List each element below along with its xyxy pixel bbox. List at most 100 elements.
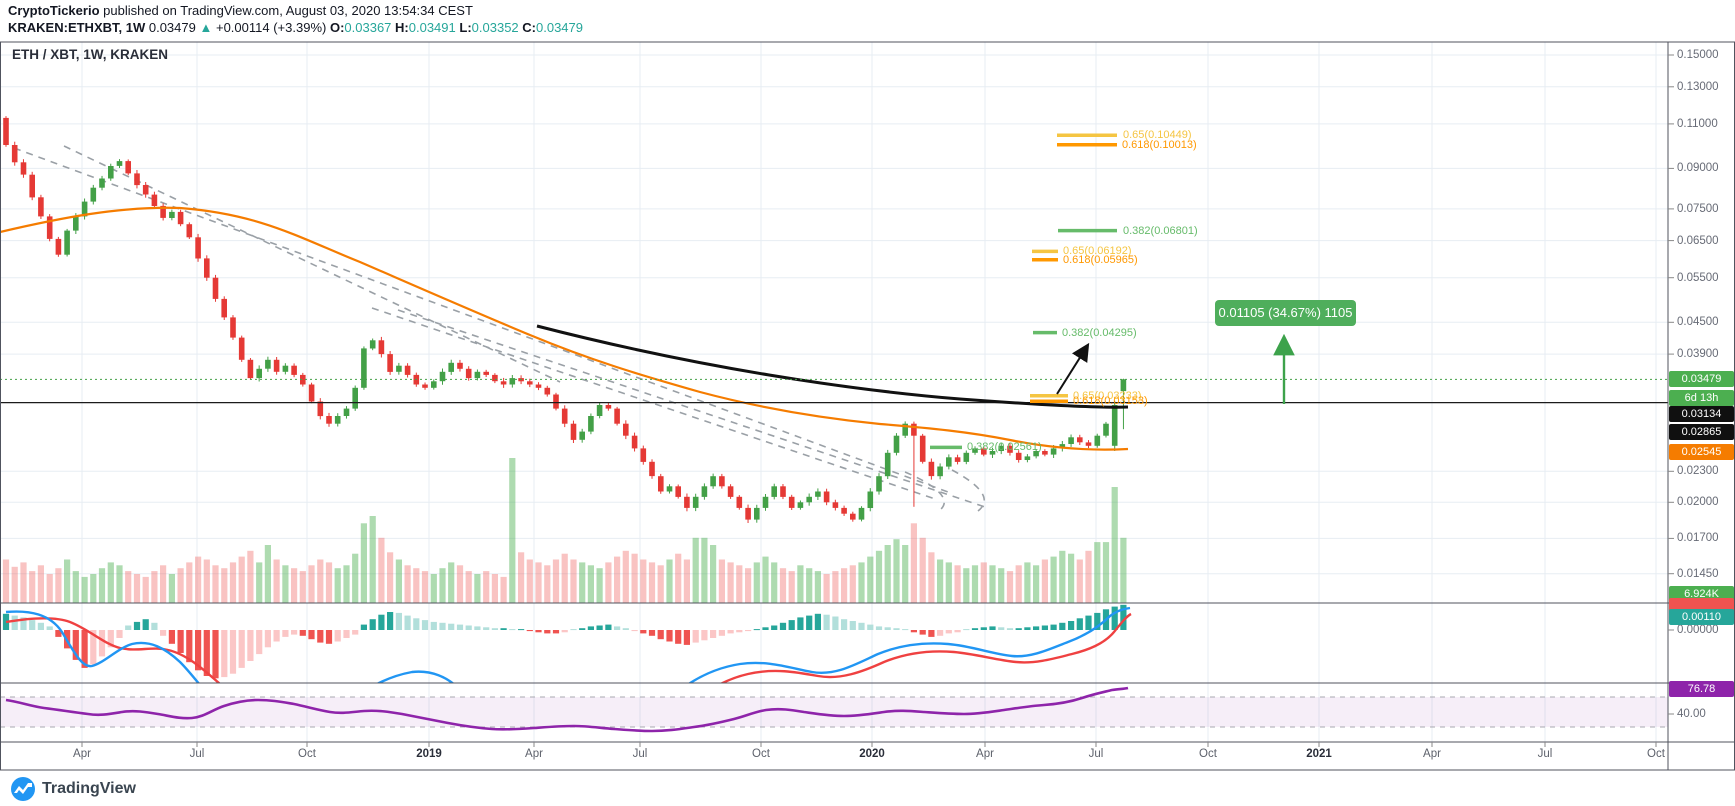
candle-body: [116, 161, 123, 166]
volume-bar: [788, 571, 795, 603]
time-axis-panel[interactable]: [0, 742, 1668, 770]
volume-bar: [229, 562, 237, 603]
candle-body: [649, 461, 655, 477]
candle-body: [160, 205, 166, 218]
volume-bar: [90, 574, 97, 603]
macd-histogram-bar: [683, 630, 690, 645]
macd-histogram-bar: [343, 630, 350, 638]
macd-histogram-bar: [814, 613, 821, 630]
volume-bar: [954, 565, 961, 603]
candle-body: [99, 178, 105, 188]
candle-body: [1015, 452, 1022, 460]
volume-bar: [421, 571, 429, 603]
volume-bar: [919, 537, 926, 603]
volume-bar: [11, 566, 18, 603]
macd-histogram-bar: [46, 626, 53, 630]
macd-pane[interactable]: [2, 604, 1132, 779]
volume-bar: [474, 574, 481, 603]
fib-level-label[interactable]: 0.618(0.05965): [1063, 254, 1138, 266]
volume-bar: [55, 568, 62, 603]
volume-bar: [125, 571, 132, 603]
price-axis-label: 0.13000: [1677, 81, 1719, 93]
macd-histogram-bar: [902, 629, 909, 631]
candle-body: [483, 371, 489, 375]
candle-body: [623, 423, 629, 436]
price-range-label[interactable]: 0.01105 (34.67%) 1105: [1215, 300, 1356, 326]
time-axis-label: Apr: [525, 748, 543, 760]
trendline-group[interactable]: [536, 324, 1129, 409]
macd-histogram-bar: [1033, 626, 1040, 630]
macd-histogram-bar: [971, 628, 979, 630]
macd-histogram-bar: [229, 630, 237, 674]
volume-bar: [264, 545, 271, 603]
chart-legend-title[interactable]: ETH / XBT, 1W, KRAKEN: [12, 47, 169, 62]
candle-body: [570, 423, 577, 440]
dashed-trendline: [904, 471, 946, 511]
candle-body: [544, 387, 551, 395]
price-badge-0-02545: 0.02545: [1669, 444, 1734, 460]
candle-body: [361, 348, 367, 388]
main-pane[interactable]: [0, 116, 1668, 603]
volume-bar: [317, 559, 324, 603]
candle-body: [509, 378, 516, 385]
macd-histogram-bar: [369, 619, 376, 630]
volume-bar: [439, 568, 446, 603]
candle-body: [684, 496, 690, 508]
macd-histogram-bar: [1076, 618, 1083, 630]
volume-bar: [247, 550, 254, 603]
fib-level-label[interactable]: 0.65(0.10449): [1123, 129, 1192, 141]
macd-histogram-bar: [168, 630, 175, 644]
volume-bar: [657, 565, 664, 603]
macd-histogram-bar: [657, 630, 664, 640]
tradingview-logo[interactable]: TradingView: [10, 776, 136, 802]
candle-body: [125, 161, 131, 174]
candle-body: [195, 237, 201, 259]
volume-bar: [282, 565, 289, 603]
candle-body: [675, 486, 681, 497]
candle-body: [963, 452, 970, 462]
fib-level-label[interactable]: 0.65(0.03233): [1073, 390, 1142, 402]
candle-body: [1120, 379, 1127, 392]
dashed-trendline: [13, 147, 949, 493]
candle-body: [780, 486, 786, 497]
candle-body: [605, 405, 612, 409]
volume-bar: [867, 556, 874, 603]
candle-body: [1059, 444, 1066, 449]
candle-body: [1077, 437, 1083, 443]
volume-bar: [177, 568, 184, 603]
high-value: 0.03491: [408, 20, 456, 35]
candle-body: [666, 486, 673, 492]
volume-bar: [1033, 565, 1040, 603]
candle-body: [989, 451, 996, 455]
macd-histogram-bar: [81, 630, 88, 668]
candle-body: [719, 476, 725, 487]
candle-body: [588, 416, 594, 432]
candle-body: [308, 384, 315, 402]
candle-body: [823, 491, 830, 503]
macd-histogram-bar: [247, 630, 254, 661]
stochastic-pane[interactable]: [0, 686, 1668, 733]
price-axis-label: 0.15000: [1677, 49, 1719, 61]
candle-body: [457, 362, 463, 369]
fib-level-label[interactable]: 0.618(0.03153): [1073, 395, 1148, 407]
volume-bar: [212, 565, 219, 603]
macd-histogram-bar: [291, 630, 298, 635]
macd-histogram-bar: [404, 615, 411, 630]
candle-body: [378, 340, 385, 355]
fib-level-label[interactable]: 0.65(0.06192): [1063, 245, 1132, 257]
time-axis-label: Oct: [1647, 748, 1665, 760]
volume-bar: [1006, 571, 1014, 603]
dashed-trendline: [397, 309, 989, 509]
fib-level-label[interactable]: 0.382(0.06801): [1123, 225, 1198, 237]
price-axis-label: 0.01450: [1677, 568, 1719, 580]
fib-level-label[interactable]: 0.382(0.02561): [967, 441, 1042, 453]
macd-histogram-bar: [788, 620, 795, 630]
open-label: O:: [329, 20, 345, 35]
candle-body: [754, 507, 760, 520]
volume-bar: [238, 556, 245, 603]
volume-bar: [186, 562, 193, 603]
fib-level-label[interactable]: 0.382(0.04295): [1062, 327, 1137, 339]
fib-level-label[interactable]: 0.618(0.10013): [1122, 139, 1197, 151]
macd-histogram-bar: [919, 630, 926, 635]
